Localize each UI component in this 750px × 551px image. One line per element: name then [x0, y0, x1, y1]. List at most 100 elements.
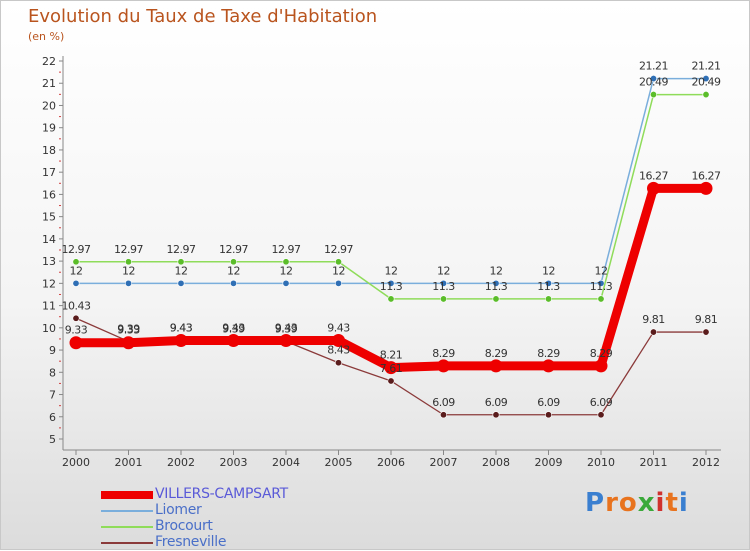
logo-letter: i [678, 488, 689, 518]
data-label-fresneville: 7.61 [380, 362, 403, 375]
x-tick-label: 2000 [62, 456, 90, 469]
data-label-brocourt: 20.49 [692, 76, 721, 89]
legend-swatch [101, 526, 153, 528]
data-label-villers-campsart: 8.29 [537, 347, 560, 360]
point-brocourt [439, 295, 447, 303]
point-liomer [387, 279, 395, 287]
logo-letter: o [618, 488, 638, 518]
data-label-brocourt: 20.49 [639, 76, 668, 89]
data-label-brocourt: 12.97 [62, 243, 91, 256]
data-label-fresneville: 8.43 [327, 344, 350, 357]
y-tick-label: 17 [42, 166, 56, 179]
y-tick-label: 14 [42, 233, 56, 246]
legend-swatch [101, 491, 153, 499]
point-villers-campsart [437, 359, 450, 373]
y-tick-label: 21 [42, 77, 56, 90]
point-villers-campsart [332, 333, 345, 347]
point-liomer [230, 279, 238, 287]
point-liomer [125, 279, 133, 287]
point-brocourt [125, 258, 133, 266]
data-label-fresneville: 9.43 [170, 321, 193, 334]
point-fresneville [439, 411, 447, 419]
y-tick-label: 18 [42, 144, 56, 157]
data-label-villers-campsart: 9.43 [222, 321, 245, 334]
point-brocourt [702, 91, 710, 99]
point-villers-campsart [69, 336, 83, 350]
y-tick-label: 20 [42, 99, 56, 112]
legend-label: VILLERS-CAMPSART [155, 486, 288, 502]
data-label-liomer: 12 [437, 264, 450, 277]
y-tick-label: 6 [49, 411, 56, 424]
y-tick-label: 10 [42, 322, 56, 335]
point-liomer [282, 279, 290, 287]
point-villers-campsart [594, 359, 608, 373]
data-label-liomer: 12 [490, 264, 503, 277]
data-label-brocourt: 12.97 [114, 243, 143, 256]
data-label-fresneville: 6.09 [485, 396, 508, 409]
point-villers-campsart [489, 359, 503, 373]
y-tick-label: 16 [42, 188, 56, 201]
proxiti-logo: Proxiti [585, 488, 689, 518]
chart-subtitle: (en %) [28, 30, 65, 43]
data-label-brocourt: 11.3 [380, 280, 403, 293]
data-label-liomer: 12 [595, 264, 608, 277]
y-tick-label: 19 [42, 122, 56, 135]
data-label-villers-campsart: 9.33 [117, 324, 140, 337]
x-tick-label: 2012 [692, 456, 720, 469]
x-tick-label: 2003 [220, 456, 248, 469]
point-brocourt [649, 91, 657, 99]
y-tick-label: 13 [42, 255, 56, 268]
point-liomer [334, 279, 342, 287]
point-brocourt [544, 295, 552, 303]
data-label-villers-campsart: 8.29 [485, 347, 508, 360]
point-brocourt [177, 258, 185, 266]
logo-letter: i [655, 488, 666, 518]
data-label-brocourt: 11.3 [432, 280, 455, 293]
y-tick-label: 8 [49, 366, 56, 379]
data-label-fresneville: 6.09 [537, 396, 560, 409]
y-tick-label: 12 [42, 277, 56, 290]
legend-label: Brocourt [155, 518, 213, 534]
x-tick-label: 2007 [430, 456, 458, 469]
logo-letter: r [605, 488, 619, 518]
data-label-fresneville: 6.09 [590, 396, 613, 409]
data-label-liomer: 12 [122, 264, 135, 277]
data-label-villers-campsart: 8.21 [380, 349, 403, 362]
point-fresneville [72, 314, 80, 322]
logo-letter: P [585, 488, 606, 518]
data-label-liomer: 12 [227, 264, 240, 277]
point-villers-campsart [279, 333, 293, 347]
x-tick-label: 2011 [640, 456, 668, 469]
point-fresneville [544, 411, 552, 419]
point-liomer [702, 75, 710, 83]
point-liomer [72, 279, 80, 287]
point-brocourt [72, 258, 80, 266]
point-liomer [439, 279, 447, 287]
x-tick-label: 2010 [587, 456, 615, 469]
data-label-villers-campsart: 16.27 [639, 169, 668, 182]
point-liomer [492, 279, 500, 287]
data-label-liomer: 12 [175, 264, 188, 277]
y-tick-label: 7 [49, 389, 56, 402]
data-label-brocourt: 12.97 [324, 243, 353, 256]
logo-letter: t [665, 488, 679, 518]
data-label-liomer: 12 [70, 264, 83, 277]
data-label-brocourt: 11.3 [590, 280, 613, 293]
point-villers-campsart [174, 333, 188, 347]
x-tick-label: 2002 [167, 456, 195, 469]
x-tick-label: 2009 [535, 456, 563, 469]
data-label-villers-campsart: 9.33 [65, 324, 88, 337]
point-brocourt [230, 258, 238, 266]
data-label-brocourt: 12.97 [219, 243, 248, 256]
data-label-fresneville: 6.09 [432, 396, 455, 409]
point-liomer [649, 75, 657, 83]
data-label-villers-campsart: 8.29 [590, 347, 613, 360]
y-tick-label: 22 [42, 55, 56, 68]
data-label-fresneville: 9.39 [117, 322, 140, 335]
data-label-liomer: 21.21 [639, 60, 668, 73]
point-villers-campsart [227, 333, 240, 347]
point-brocourt [282, 258, 290, 266]
point-villers-campsart [384, 361, 398, 375]
point-brocourt [492, 295, 500, 303]
legend-swatch [101, 510, 153, 512]
